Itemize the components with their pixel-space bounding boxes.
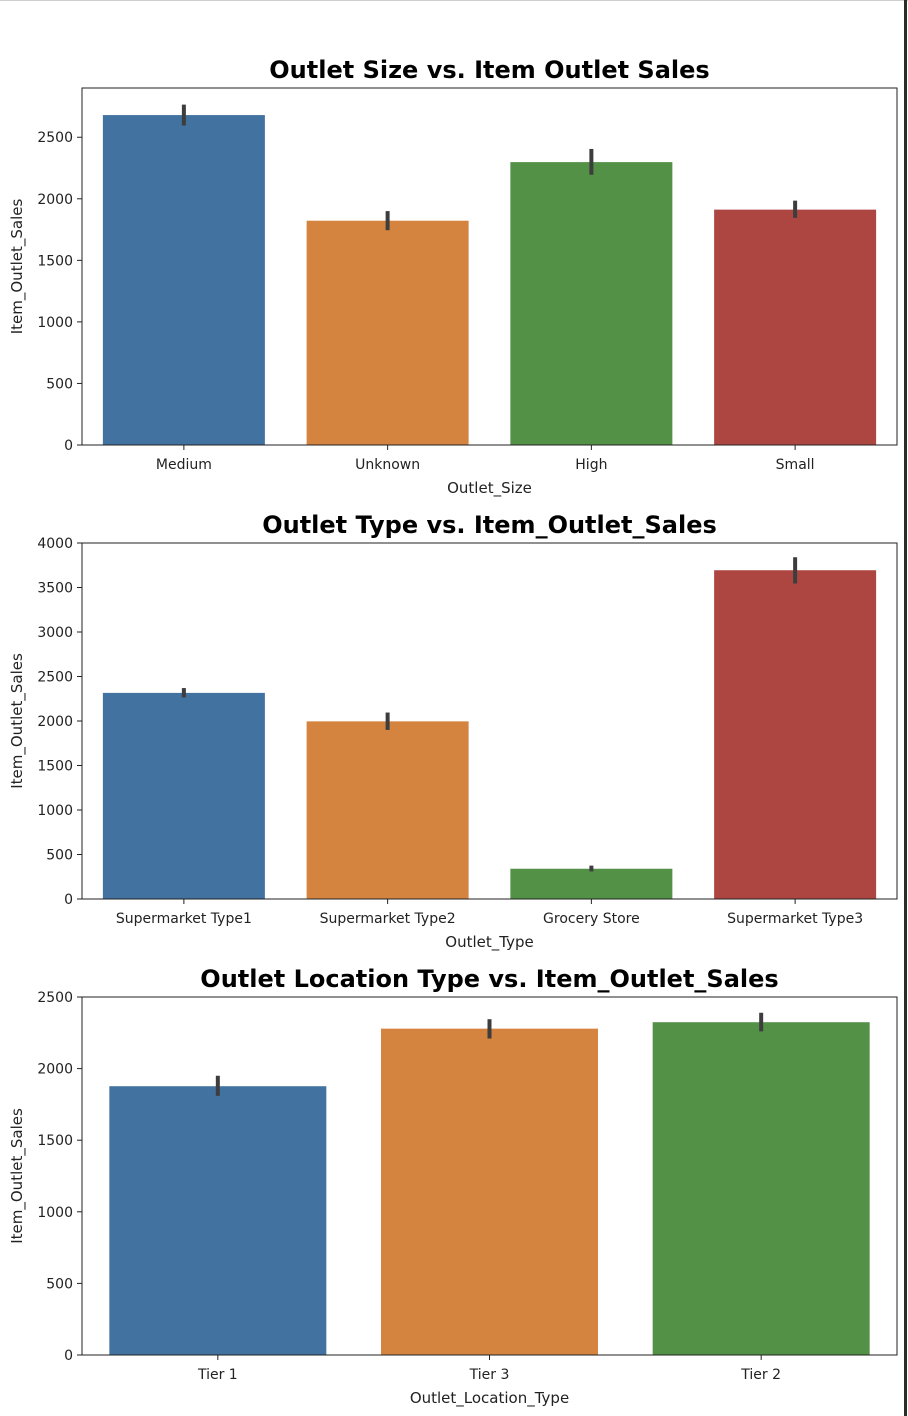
x-axis-label: Outlet_Type bbox=[445, 933, 533, 952]
top-border bbox=[0, 0, 908, 1]
y-tick-label: 2500 bbox=[37, 670, 73, 686]
bar-supermarket-type1 bbox=[102, 692, 265, 899]
y-tick-label: 500 bbox=[46, 848, 73, 864]
chart-title: Outlet Location Type vs. Item_Outlet_Sal… bbox=[200, 965, 778, 993]
y-axis-label: Item_Outlet_Sales bbox=[8, 1108, 27, 1244]
y-tick-label: 2500 bbox=[37, 990, 73, 1006]
chart-2: 0 500 1000 1500 2000 2500 3000 3500 4000 Supermar… bbox=[8, 511, 898, 952]
axes-frame bbox=[81, 87, 898, 446]
chart-title: Outlet Type vs. Item_Outlet_Sales bbox=[262, 511, 717, 539]
bar-high bbox=[510, 162, 673, 445]
x-tick-label: High bbox=[575, 457, 607, 473]
x-tick-label: Small bbox=[776, 457, 815, 473]
chart-title: Outlet Size vs. Item Outlet Sales bbox=[269, 56, 709, 84]
bar-supermarket-type2 bbox=[306, 721, 469, 899]
y-tick-label: 0 bbox=[64, 892, 73, 908]
x-tick-label: Grocery Store bbox=[543, 911, 640, 927]
bar-grocery-store bbox=[510, 868, 673, 899]
x-tick-label: Supermarket Type3 bbox=[727, 911, 863, 927]
x-tick-label: Unknown bbox=[355, 457, 420, 473]
y-tick-label: 1500 bbox=[37, 253, 73, 269]
bar-tier-2 bbox=[652, 1022, 870, 1355]
y-tick-label: 1500 bbox=[37, 759, 73, 775]
bar-tier-3 bbox=[381, 1028, 598, 1355]
y-tick-label: 2000 bbox=[37, 1062, 73, 1078]
y-tick-label: 2000 bbox=[37, 714, 73, 730]
chart-3: 0 500 1000 1500 2000 2500 Tier 1 Tier 3 Tier 2 Ou… bbox=[8, 965, 898, 1408]
bar-medium bbox=[102, 115, 265, 445]
x-tick-label: Tier 3 bbox=[469, 1367, 510, 1383]
y-tick-label: 4000 bbox=[37, 536, 73, 552]
y-tick-label: 3000 bbox=[37, 625, 73, 641]
x-tick-label: Tier 2 bbox=[740, 1367, 781, 1383]
y-axis-label: Item_Outlet_Sales bbox=[8, 653, 27, 789]
bar-small bbox=[714, 209, 877, 445]
y-tick-label: 500 bbox=[46, 376, 73, 392]
y-tick-label: 3500 bbox=[37, 581, 73, 597]
x-tick-label: Supermarket Type1 bbox=[116, 911, 252, 927]
y-tick-label: 0 bbox=[64, 438, 73, 454]
y-tick-label: 500 bbox=[46, 1276, 73, 1292]
chart-1: 0 500 1000 1500 2000 2500 Medium Unknown High Sma… bbox=[8, 56, 898, 498]
y-tick-label: 1000 bbox=[37, 803, 73, 819]
bar-supermarket-type3 bbox=[714, 570, 877, 899]
y-tick-label: 2000 bbox=[37, 192, 73, 208]
bar-tier-1 bbox=[109, 1086, 327, 1355]
x-tick-label: Supermarket Type2 bbox=[320, 911, 456, 927]
y-axis-label: Item_Outlet_Sales bbox=[8, 199, 27, 335]
y-tick-label: 1000 bbox=[37, 315, 73, 331]
y-tick-label: 1500 bbox=[37, 1133, 73, 1149]
x-axis-label: Outlet_Location_Type bbox=[410, 1389, 569, 1408]
x-tick-label: Tier 1 bbox=[197, 1367, 238, 1383]
x-axis-label: Outlet_Size bbox=[447, 479, 532, 498]
y-tick-label: 0 bbox=[64, 1348, 73, 1364]
right-scrollbar-edge bbox=[904, 0, 907, 1416]
x-tick-label: Medium bbox=[156, 457, 212, 473]
y-tick-label: 2500 bbox=[37, 130, 73, 146]
bar-unknown bbox=[306, 220, 469, 445]
y-tick-label: 1000 bbox=[37, 1205, 73, 1221]
